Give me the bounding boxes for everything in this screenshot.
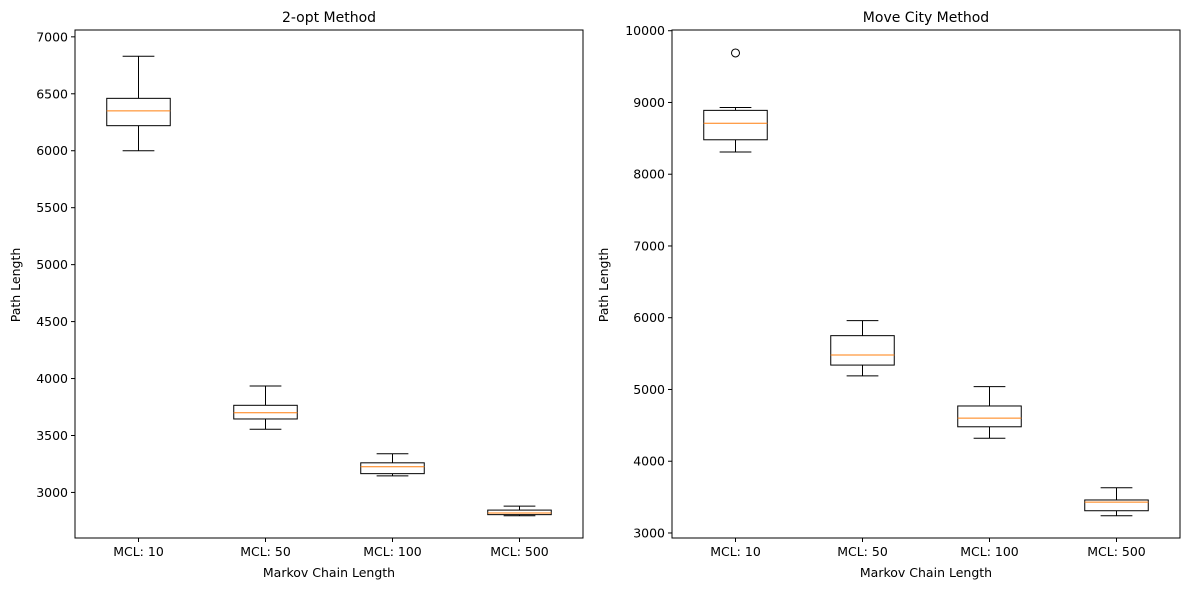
y-tick-label: 7000 [36,29,68,44]
y-tick-label: 4500 [36,314,68,329]
x-tick-label: MCL: 50 [837,544,888,559]
chart-title: 2-opt Method [282,10,376,26]
box [830,335,895,366]
y-axis-label: Path Length [8,248,23,323]
y-tick-label: 6500 [36,86,68,101]
outlier-point [731,48,740,58]
chart-2opt-method: 2-opt Method Markov Chain Length Path Le… [8,10,584,580]
chart-title: Move City Method [863,10,989,26]
x-tick-label: MCL: 500 [1087,544,1146,559]
y-tick-label: 7000 [633,238,665,253]
box [106,97,171,127]
box [360,462,425,475]
chart-move-city-method: Move City Method Markov Chain Length Pat… [596,10,1181,580]
x-axis-label: Markov Chain Length [263,565,395,580]
x-tick-label: MCL: 100 [363,544,422,559]
y-tick-label: 3000 [633,525,665,540]
box [487,509,552,516]
y-tick-label: 5500 [36,200,68,215]
x-tick-label: MCL: 50 [240,544,291,559]
y-tick-label: 8000 [633,167,665,182]
y-tick-label: 9000 [633,95,665,110]
x-tick-label: MCL: 10 [113,544,164,559]
box [957,405,1022,428]
y-tick-label: 4000 [36,371,68,386]
y-tick-label: 10000 [625,23,665,38]
x-tick-label: MCL: 100 [960,544,1019,559]
axes-frame [74,29,584,539]
axes-frame [671,29,1181,539]
x-tick-label: MCL: 10 [710,544,761,559]
y-tick-label: 5000 [633,382,665,397]
box [703,109,768,141]
y-tick-label: 4000 [633,454,665,469]
x-tick-label: MCL: 500 [490,544,549,559]
y-tick-label: 6000 [36,143,68,158]
box [233,404,298,420]
y-tick-label: 5000 [36,257,68,272]
plot-area: 3000 3500 4000 4500 5000 5500 6000 6500 7000 MCL:… [36,29,552,559]
box [1084,499,1149,512]
y-tick-label: 3500 [36,428,68,443]
y-tick-label: 3000 [36,485,68,500]
y-tick-label: 6000 [633,310,665,325]
y-axis-label: Path Length [596,248,611,323]
plot-area: 3000 4000 5000 6000 7000 8000 9000 10000 MCL: 10… [625,23,1149,559]
x-axis-label: Markov Chain Length [860,565,992,580]
